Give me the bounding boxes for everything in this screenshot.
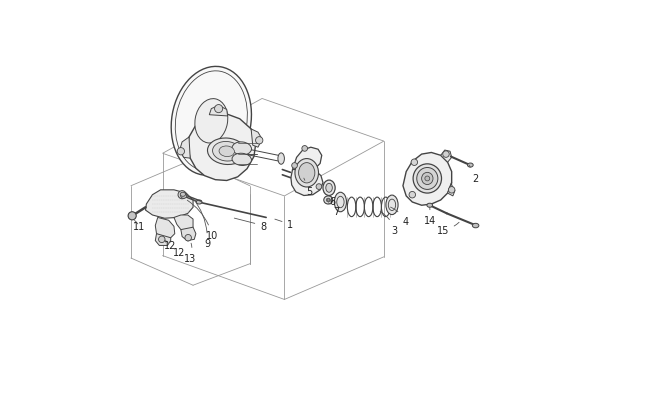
Text: 15: 15 <box>437 223 459 235</box>
Ellipse shape <box>324 196 333 205</box>
Text: 4: 4 <box>391 208 408 227</box>
Circle shape <box>316 184 322 190</box>
Ellipse shape <box>232 143 252 156</box>
Ellipse shape <box>326 199 330 202</box>
Circle shape <box>159 237 165 243</box>
Ellipse shape <box>278 153 285 165</box>
Circle shape <box>411 160 417 166</box>
Polygon shape <box>403 153 452 206</box>
Polygon shape <box>188 114 256 181</box>
Polygon shape <box>181 228 196 241</box>
Circle shape <box>302 146 307 152</box>
Circle shape <box>129 213 136 220</box>
Ellipse shape <box>295 159 318 188</box>
Ellipse shape <box>467 164 473 168</box>
Ellipse shape <box>213 142 241 162</box>
Ellipse shape <box>473 224 479 228</box>
Text: 13: 13 <box>184 243 196 263</box>
Polygon shape <box>448 183 455 196</box>
Text: 8: 8 <box>234 219 266 231</box>
Ellipse shape <box>232 154 252 166</box>
Text: 6: 6 <box>330 196 335 207</box>
Polygon shape <box>441 151 452 163</box>
Text: 10: 10 <box>187 201 218 241</box>
Text: 12: 12 <box>164 240 176 250</box>
Polygon shape <box>174 215 193 232</box>
Ellipse shape <box>196 200 202 205</box>
Polygon shape <box>155 234 171 246</box>
Ellipse shape <box>386 196 398 215</box>
Polygon shape <box>209 106 228 117</box>
Text: 5: 5 <box>304 179 313 196</box>
Text: 12: 12 <box>173 241 188 257</box>
Text: 2: 2 <box>469 166 478 183</box>
Circle shape <box>185 235 192 241</box>
Circle shape <box>443 151 449 158</box>
Ellipse shape <box>219 147 235 157</box>
Text: 14: 14 <box>424 208 437 226</box>
Text: 1: 1 <box>275 220 294 230</box>
Circle shape <box>292 163 298 169</box>
Circle shape <box>128 212 136 220</box>
Text: 9: 9 <box>193 198 211 249</box>
Ellipse shape <box>413 164 441 194</box>
Ellipse shape <box>171 67 252 176</box>
Ellipse shape <box>195 99 228 144</box>
Text: 3: 3 <box>380 212 398 235</box>
Circle shape <box>178 191 186 199</box>
Circle shape <box>214 105 223 113</box>
Ellipse shape <box>298 163 315 183</box>
Text: 7: 7 <box>328 203 339 216</box>
Polygon shape <box>292 148 322 170</box>
Ellipse shape <box>323 181 335 196</box>
Text: 11: 11 <box>133 221 145 232</box>
Ellipse shape <box>326 184 332 193</box>
Polygon shape <box>251 130 262 148</box>
Polygon shape <box>291 170 323 196</box>
Circle shape <box>448 187 455 194</box>
Circle shape <box>327 199 330 202</box>
Ellipse shape <box>180 193 185 197</box>
Ellipse shape <box>422 173 433 185</box>
Polygon shape <box>155 218 175 238</box>
Ellipse shape <box>207 139 246 165</box>
Circle shape <box>409 192 415 198</box>
Ellipse shape <box>417 168 438 190</box>
Polygon shape <box>179 138 190 159</box>
Polygon shape <box>146 190 193 219</box>
Ellipse shape <box>334 193 346 212</box>
Ellipse shape <box>181 194 187 199</box>
Ellipse shape <box>425 177 430 181</box>
Ellipse shape <box>427 204 433 208</box>
Circle shape <box>255 137 263 145</box>
Circle shape <box>177 148 185 156</box>
